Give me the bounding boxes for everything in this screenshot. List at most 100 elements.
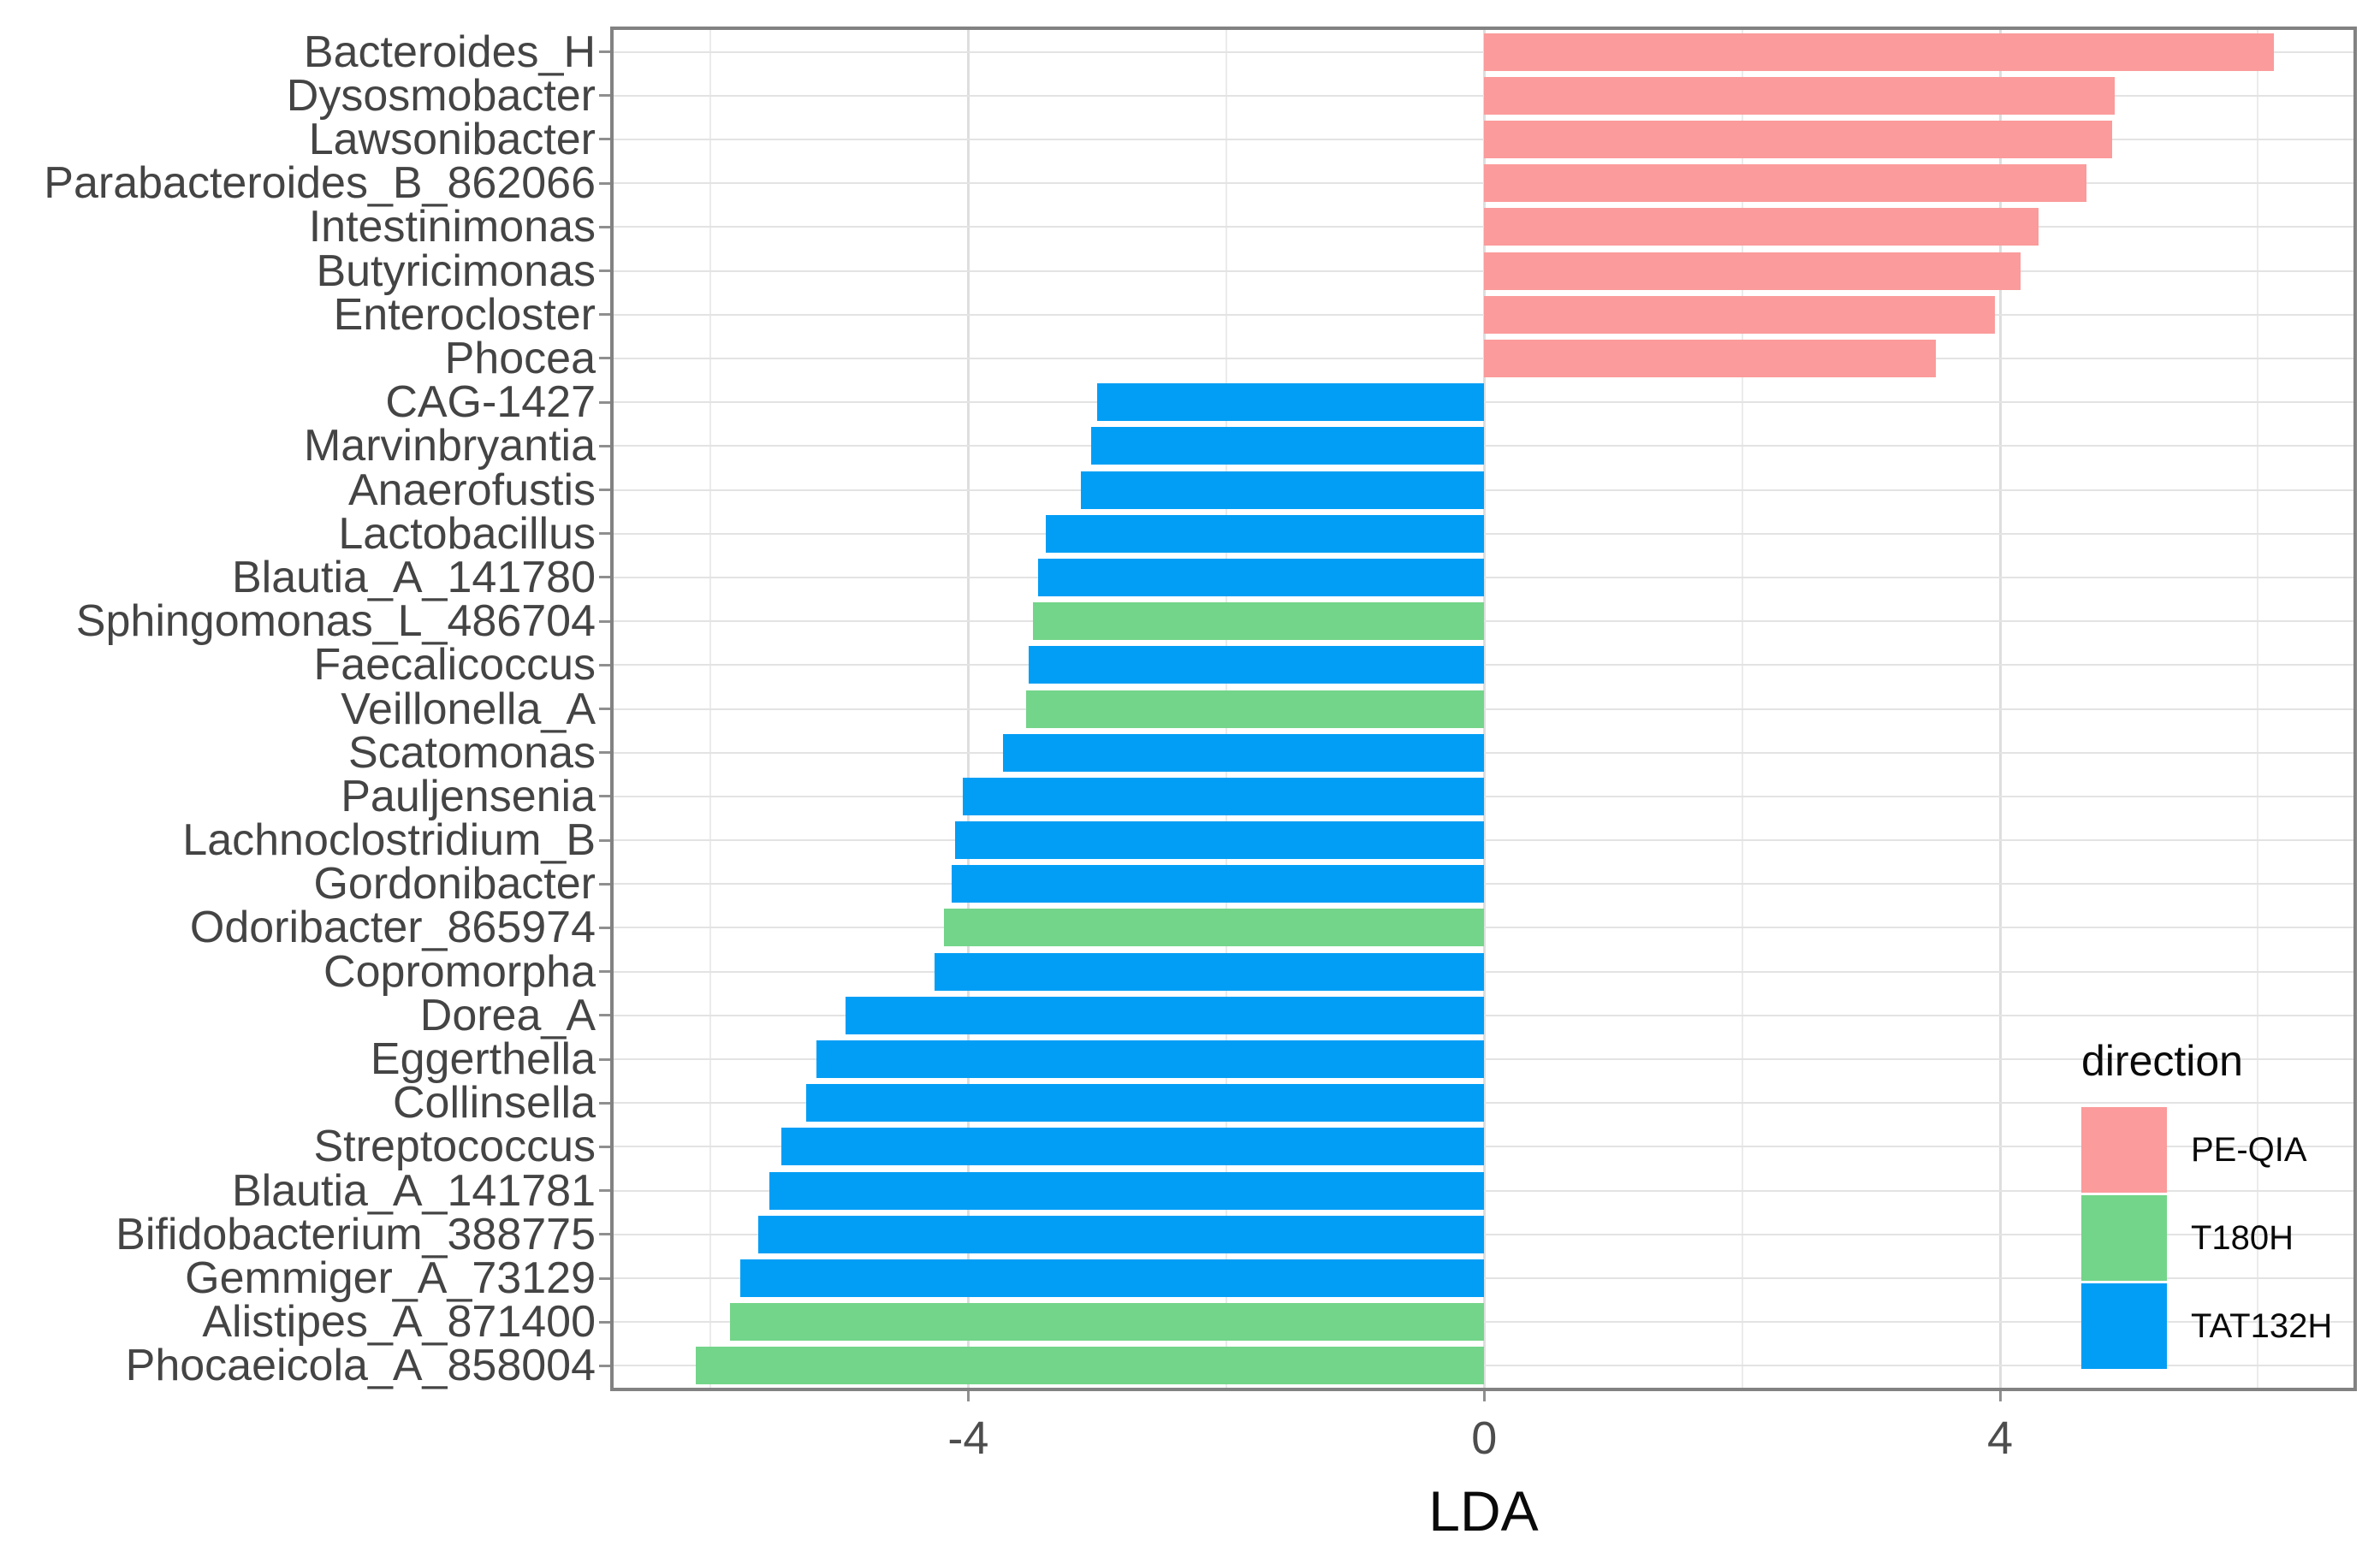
y-axis-tick (599, 1277, 614, 1280)
legend-key-PE-QIA (2081, 1107, 2167, 1193)
y-axis-label-Blautia_A_141781: Blautia_A_141781 (231, 1165, 596, 1216)
y-axis-tick (599, 882, 614, 886)
category-gridline (614, 50, 2353, 53)
bar-Gemmiger_A_73129 (739, 1259, 1485, 1298)
x-axis-tick (966, 1388, 970, 1401)
y-axis-tick (599, 1364, 614, 1367)
bar-Collinsella (805, 1084, 1485, 1123)
y-axis-label-Butyricimonas: Butyricimonas (316, 246, 596, 296)
y-axis-tick (599, 1145, 614, 1148)
legend-label-TAT132H: TAT132H (2191, 1307, 2333, 1345)
category-gridline (614, 313, 2353, 316)
legend-title: direction (2081, 1037, 2243, 1085)
x-axis-tick (1998, 1388, 2002, 1401)
category-gridline (614, 182, 2353, 185)
bar-Phocea (1484, 339, 1936, 377)
y-axis-tick (599, 838, 614, 842)
bar-Enterocloster (1484, 295, 1996, 334)
bar-Lawsonibacter (1484, 120, 2113, 158)
bar-Copromorpha (935, 952, 1485, 991)
bar-Sphingomonas_L_486704 (1032, 602, 1485, 641)
legend-key-T180H (2081, 1195, 2167, 1281)
category-gridline (614, 94, 2353, 97)
y-axis-tick (599, 576, 614, 579)
category-gridline (614, 270, 2353, 272)
bar-Odoribacter_865974 (943, 909, 1485, 947)
y-axis-tick (599, 1057, 614, 1061)
y-axis-label-Eggerthella: Eggerthella (370, 1034, 596, 1085)
y-axis-tick (599, 138, 614, 141)
y-axis-tick (599, 225, 614, 228)
category-gridline (614, 357, 2353, 359)
bar-Scatomonas (1003, 733, 1485, 772)
bar-Gordonibacter (951, 865, 1485, 903)
bar-Marvinbryantia (1090, 427, 1485, 465)
bar-Blautia_A_141781 (769, 1171, 1485, 1210)
bar-CAG-1427 (1097, 383, 1485, 422)
x-tick-label--4: -4 (947, 1413, 989, 1464)
y-axis-label-Collinsella: Collinsella (393, 1078, 596, 1128)
legend-key-TAT132H (2081, 1283, 2167, 1369)
bar-Dysosmobacter (1484, 76, 2116, 115)
y-axis-label-Streptococcus: Streptococcus (313, 1122, 596, 1172)
y-axis-tick (599, 1014, 614, 1017)
y-axis-label-Gordonibacter: Gordonibacter (313, 859, 596, 909)
bar-Veillonella_A (1026, 690, 1485, 728)
y-axis-tick (599, 444, 614, 447)
y-axis-tick (599, 1101, 614, 1105)
y-axis-tick (599, 270, 614, 273)
legend: direction PE-QIA T180H TAT132H (2081, 1037, 2364, 1379)
y-axis-tick (599, 50, 614, 54)
y-axis-tick (599, 1189, 614, 1193)
bar-Alistipes_A_871400 (729, 1303, 1485, 1342)
y-axis-label-Intestinimonas: Intestinimonas (308, 202, 596, 252)
y-axis-label-Bacteroides_H: Bacteroides_H (303, 27, 596, 77)
bar-Anaerofustis (1080, 471, 1485, 509)
bar-Streptococcus (780, 1128, 1485, 1166)
y-axis-label-Lawsonibacter: Lawsonibacter (308, 114, 596, 164)
y-axis-label-Bifidobacterium_388775: Bifidobacterium_388775 (116, 1209, 596, 1259)
y-axis-label-Odoribacter_865974: Odoribacter_865974 (189, 903, 596, 953)
bar-Phocaeicola_A_858004 (696, 1347, 1485, 1385)
x-tick-label-4: 4 (1987, 1413, 2014, 1464)
y-axis-label-Dysosmobacter: Dysosmobacter (286, 70, 596, 121)
y-axis-label-Parabacteroides_B_862066: Parabacteroides_B_862066 (44, 158, 596, 209)
y-axis-label-Anaerofustis: Anaerofustis (347, 465, 596, 515)
y-axis-tick (599, 357, 614, 360)
y-axis-label-Veillonella_A: Veillonella_A (341, 684, 596, 734)
y-axis-tick (599, 926, 614, 929)
y-axis-label-Enterocloster: Enterocloster (333, 289, 596, 340)
y-axis-tick (599, 532, 614, 536)
bar-Pauljensenia (963, 777, 1485, 815)
bar-Bifidobacterium_388775 (757, 1215, 1485, 1253)
y-axis-tick (599, 970, 614, 974)
y-axis-tick (599, 1320, 614, 1324)
category-gridline (614, 138, 2353, 140)
bar-Bacteroides_H (1484, 33, 2274, 71)
y-axis-label-Gemmiger_A_73129: Gemmiger_A_73129 (185, 1253, 596, 1304)
y-axis-label-Lachnoclostridium_B: Lachnoclostridium_B (182, 815, 596, 866)
y-axis-tick (599, 313, 614, 317)
bar-Butyricimonas (1484, 252, 2021, 290)
y-axis-tick (599, 795, 614, 798)
y-axis-tick (599, 94, 614, 98)
x-axis-tick (1482, 1388, 1486, 1401)
y-axis-label-Lactobacillus: Lactobacillus (338, 508, 596, 559)
bar-Eggerthella (816, 1040, 1485, 1079)
y-axis-label-Alistipes_A_871400: Alistipes_A_871400 (202, 1297, 596, 1348)
y-axis-label-Dorea_A: Dorea_A (419, 990, 596, 1040)
bar-Intestinimonas (1484, 208, 2039, 246)
y-axis-label-Blautia_A_141780: Blautia_A_141780 (231, 552, 596, 602)
y-axis-label-Pauljensenia: Pauljensenia (341, 771, 596, 821)
bar-Faecalicoccus (1029, 646, 1485, 684)
y-axis-tick (599, 663, 614, 666)
bar-Dorea_A (846, 996, 1485, 1034)
y-axis-tick (599, 751, 614, 755)
y-axis-tick (599, 400, 614, 404)
y-axis-tick (599, 181, 614, 185)
y-axis-tick (599, 619, 614, 623)
category-gridline (614, 226, 2353, 228)
y-axis-label-Faecalicoccus: Faecalicoccus (313, 640, 596, 690)
y-axis-label-Phocea: Phocea (444, 333, 596, 383)
